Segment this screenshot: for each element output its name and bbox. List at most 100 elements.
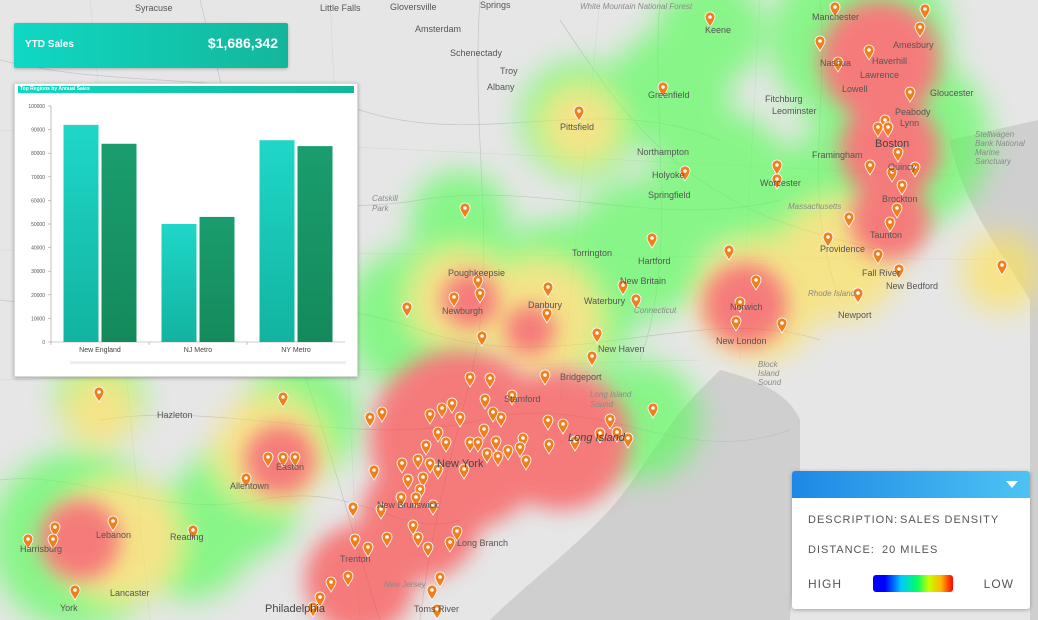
map-pin-icon[interactable] xyxy=(364,411,376,428)
map-pin-icon[interactable] xyxy=(432,463,444,480)
map-pin-icon[interactable] xyxy=(464,371,476,388)
map-pin-icon[interactable] xyxy=(412,453,424,470)
map-pin-icon[interactable] xyxy=(412,531,424,548)
map-pin-icon[interactable] xyxy=(771,159,783,176)
map-pin-icon[interactable] xyxy=(484,372,496,389)
map-pin-icon[interactable] xyxy=(542,414,554,431)
map-pin-icon[interactable] xyxy=(69,584,81,601)
map-pin-icon[interactable] xyxy=(647,402,659,419)
map-pin-icon[interactable] xyxy=(622,432,634,449)
map-pin-icon[interactable] xyxy=(492,450,504,467)
map-pin-icon[interactable] xyxy=(892,146,904,163)
map-pin-icon[interactable] xyxy=(402,473,414,490)
map-pin-icon[interactable] xyxy=(464,436,476,453)
map-pin-icon[interactable] xyxy=(882,121,894,138)
map-pin-icon[interactable] xyxy=(375,503,387,520)
map-pin-icon[interactable] xyxy=(864,159,876,176)
map-pin-icon[interactable] xyxy=(487,406,499,423)
map-pin-icon[interactable] xyxy=(187,524,199,541)
map-pin-icon[interactable] xyxy=(362,541,374,558)
chevron-down-icon[interactable] xyxy=(1006,481,1018,488)
map-pin-icon[interactable] xyxy=(543,438,555,455)
map-pin-icon[interactable] xyxy=(591,327,603,344)
map-pin-icon[interactable] xyxy=(495,411,507,428)
map-pin-icon[interactable] xyxy=(395,491,407,508)
map-pin-icon[interactable] xyxy=(506,389,518,406)
map-pin-icon[interactable] xyxy=(459,202,471,219)
map-pin-icon[interactable] xyxy=(776,317,788,334)
map-pin-icon[interactable] xyxy=(440,436,452,453)
map-pin-icon[interactable] xyxy=(542,281,554,298)
map-pin-icon[interactable] xyxy=(342,570,354,587)
map-pin-icon[interactable] xyxy=(594,427,606,444)
map-pin-icon[interactable] xyxy=(314,591,326,608)
map-pin-icon[interactable] xyxy=(107,515,119,532)
map-pin-icon[interactable] xyxy=(539,369,551,386)
map-pin-icon[interactable] xyxy=(919,3,931,20)
map-pin-icon[interactable] xyxy=(381,531,393,548)
map-pin-icon[interactable] xyxy=(730,315,742,332)
map-pin-icon[interactable] xyxy=(396,457,408,474)
map-pin-icon[interactable] xyxy=(822,231,834,248)
map-pin-icon[interactable] xyxy=(307,601,319,618)
map-pin-icon[interactable] xyxy=(573,105,585,122)
map-pin-icon[interactable] xyxy=(872,121,884,138)
map-pin-icon[interactable] xyxy=(407,519,419,536)
map-pin-icon[interactable] xyxy=(347,501,359,518)
map-pin-icon[interactable] xyxy=(401,301,413,318)
map-pin-icon[interactable] xyxy=(541,307,553,324)
map-pin-icon[interactable] xyxy=(657,81,669,98)
map-pin-icon[interactable] xyxy=(476,330,488,347)
ytd-sales-card[interactable]: YTD Sales $1,686,342 xyxy=(14,23,288,68)
map-pin-icon[interactable] xyxy=(22,533,34,550)
map-pin-icon[interactable] xyxy=(474,287,486,304)
map-pin-icon[interactable] xyxy=(427,499,439,516)
map-pin-icon[interactable] xyxy=(240,472,252,489)
map-pin-icon[interactable] xyxy=(909,161,921,178)
map-pin-icon[interactable] xyxy=(852,287,864,304)
map-pin-icon[interactable] xyxy=(630,293,642,310)
map-pin-icon[interactable] xyxy=(893,263,905,280)
map-pin-icon[interactable] xyxy=(47,533,59,550)
map-pin-icon[interactable] xyxy=(262,451,274,468)
map-pin-icon[interactable] xyxy=(646,232,658,249)
map-pin-icon[interactable] xyxy=(704,11,716,28)
map-pin-icon[interactable] xyxy=(520,454,532,471)
chart-scrollbar[interactable] xyxy=(70,361,346,364)
map-pin-icon[interactable] xyxy=(436,402,448,419)
map-pin-icon[interactable] xyxy=(750,274,762,291)
map-pin-icon[interactable] xyxy=(490,435,502,452)
map-pin-icon[interactable] xyxy=(611,426,623,443)
map-pin-icon[interactable] xyxy=(289,451,301,468)
map-pin-icon[interactable] xyxy=(446,397,458,414)
map-pin-icon[interactable] xyxy=(771,173,783,190)
map-pin-icon[interactable] xyxy=(277,451,289,468)
map-pin-icon[interactable] xyxy=(325,576,337,593)
map-pin-icon[interactable] xyxy=(420,439,432,456)
map-pin-icon[interactable] xyxy=(679,165,691,182)
map-pin-icon[interactable] xyxy=(458,463,470,480)
map-pin-icon[interactable] xyxy=(891,202,903,219)
map-pin-icon[interactable] xyxy=(417,471,429,488)
map-pin-icon[interactable] xyxy=(843,211,855,228)
map-pin-icon[interactable] xyxy=(886,166,898,183)
map-pin-icon[interactable] xyxy=(478,423,490,440)
legend-header[interactable] xyxy=(792,471,1030,498)
map-pin-icon[interactable] xyxy=(479,393,491,410)
map-pin-icon[interactable] xyxy=(904,86,916,103)
map-pin-icon[interactable] xyxy=(884,216,896,233)
map-pin-icon[interactable] xyxy=(829,1,841,18)
map-pin-icon[interactable] xyxy=(451,525,463,542)
map-pin-icon[interactable] xyxy=(434,571,446,588)
map-pin-icon[interactable] xyxy=(368,464,380,481)
map-pin-icon[interactable] xyxy=(426,584,438,601)
map-pin-icon[interactable] xyxy=(472,436,484,453)
map-pin-icon[interactable] xyxy=(349,533,361,550)
map-pin-icon[interactable] xyxy=(448,291,460,308)
map-pin-icon[interactable] xyxy=(734,296,746,313)
map-pin-icon[interactable] xyxy=(514,441,526,458)
map-pin-icon[interactable] xyxy=(996,259,1008,276)
map-pin-icon[interactable] xyxy=(93,386,105,403)
map-pin-icon[interactable] xyxy=(617,279,629,296)
